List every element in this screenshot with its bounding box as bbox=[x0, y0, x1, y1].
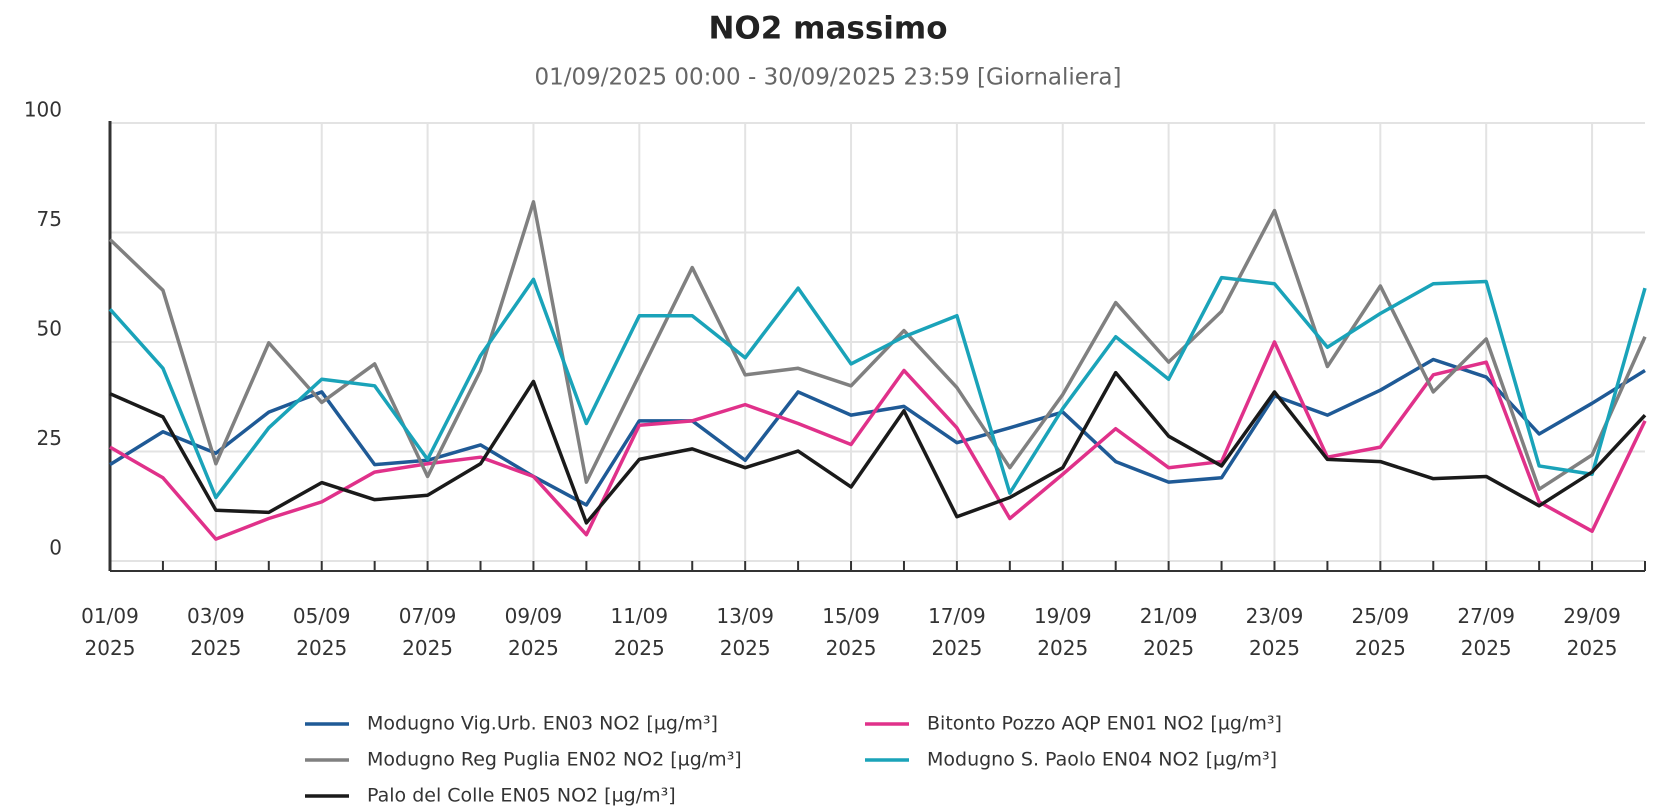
chart-subtitle: 01/09/2025 00:00 - 30/09/2025 23:59 [Gio… bbox=[535, 65, 1122, 91]
x-tick-label: 27/09 2025 bbox=[1457, 604, 1515, 660]
series-line bbox=[109, 357, 1646, 507]
x-tick-label: 03/09 2025 bbox=[187, 604, 245, 660]
x-tick-label: 15/09 2025 bbox=[822, 604, 880, 660]
x-tick-label: 23/09 2025 bbox=[1246, 604, 1304, 660]
x-tick-label: 07/09 2025 bbox=[399, 604, 457, 660]
x-tick-label: 17/09 2025 bbox=[928, 604, 986, 660]
legend-label: Palo del Colle EN05 NO2 [µg/m³] bbox=[367, 785, 676, 807]
x-tick-label: 01/09 2025 bbox=[81, 604, 139, 660]
series-line bbox=[108, 200, 1647, 491]
y-tick-label: 50 bbox=[37, 317, 62, 341]
chart-title: NO2 massimo bbox=[708, 11, 947, 47]
y-tick-label: 25 bbox=[37, 426, 62, 450]
x-tick-label: 05/09 2025 bbox=[293, 604, 351, 660]
x-tick-label: 09/09 2025 bbox=[505, 604, 563, 660]
y-tick-label: 0 bbox=[49, 536, 62, 560]
legend-label: Modugno Vig.Urb. EN03 NO2 [µg/m³] bbox=[367, 713, 718, 735]
legend-label: Modugno Reg Puglia EN02 NO2 [µg/m³] bbox=[367, 749, 742, 771]
y-tick-label: 75 bbox=[37, 207, 62, 231]
x-tick-label: 19/09 2025 bbox=[1034, 604, 1092, 660]
legend-label: Modugno S. Paolo EN04 NO2 [µg/m³] bbox=[927, 749, 1277, 771]
x-tick-label: 11/09 2025 bbox=[610, 604, 668, 660]
x-tick-label: 13/09 2025 bbox=[716, 604, 774, 660]
y-tick-label: 100 bbox=[24, 98, 62, 122]
x-tick-label: 25/09 2025 bbox=[1352, 604, 1410, 660]
series-line bbox=[108, 275, 1647, 500]
series-line bbox=[109, 340, 1647, 541]
x-tick-label: 29/09 2025 bbox=[1563, 604, 1621, 660]
legend-label: Bitonto Pozzo AQP EN01 NO2 [µg/m³] bbox=[927, 713, 1282, 735]
series-line bbox=[109, 370, 1647, 525]
x-tick-label: 21/09 2025 bbox=[1140, 604, 1198, 660]
